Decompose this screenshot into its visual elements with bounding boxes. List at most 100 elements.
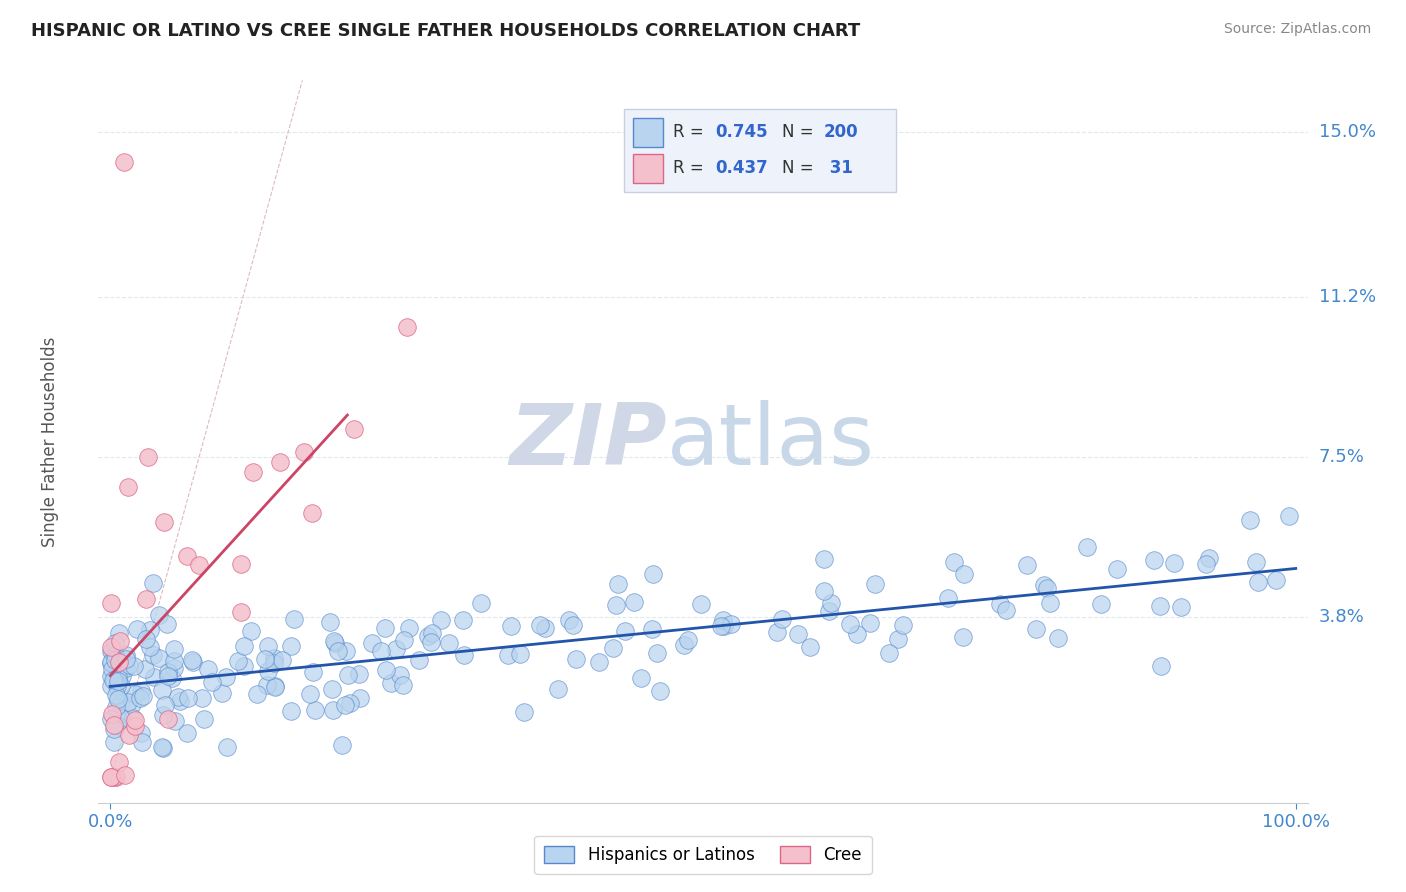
Point [283, 612, 305, 626]
Point [529, 618, 551, 632]
Point [720, 617, 742, 632]
Point [418, 629, 440, 643]
Text: R =: R = [672, 123, 709, 141]
Point [301, 665, 323, 680]
Point [630, 671, 652, 685]
Point [766, 624, 789, 639]
Point [108, 634, 131, 648]
Point [100, 640, 122, 654]
Point [799, 640, 821, 654]
Point [124, 714, 146, 728]
Point [711, 613, 734, 627]
Point [301, 506, 323, 520]
Point [333, 698, 356, 712]
Point [645, 646, 668, 660]
Point [117, 695, 139, 709]
Point [104, 653, 127, 667]
Point [1163, 556, 1185, 570]
Point [256, 678, 278, 692]
Point [121, 697, 143, 711]
Point [101, 707, 124, 722]
Point [129, 725, 152, 739]
Point [496, 648, 519, 662]
Point [533, 621, 555, 635]
Point [134, 662, 156, 676]
Point [128, 690, 150, 705]
Point [100, 596, 122, 610]
Legend: Hispanics or Latinos, Cree: Hispanics or Latinos, Cree [534, 836, 872, 874]
Point [865, 577, 887, 591]
Point [453, 648, 475, 663]
Point [588, 655, 610, 669]
Point [1046, 631, 1069, 645]
Point [419, 635, 441, 649]
Point [105, 679, 128, 693]
Point [787, 627, 810, 641]
Point [558, 613, 581, 627]
Point [641, 622, 664, 636]
Point [323, 635, 346, 649]
Point [100, 645, 122, 659]
Point [562, 618, 585, 632]
Point [547, 682, 569, 697]
Point [1149, 599, 1171, 613]
Point [136, 450, 159, 464]
Point [1198, 550, 1220, 565]
Point [200, 675, 222, 690]
Point [1090, 597, 1112, 611]
Point [512, 705, 534, 719]
Point [264, 680, 287, 694]
Point [138, 623, 160, 637]
Point [114, 648, 136, 662]
Point [156, 665, 179, 679]
Point [408, 653, 430, 667]
Text: R =: R = [672, 160, 709, 178]
Point [129, 684, 152, 698]
Text: atlas: atlas [666, 400, 875, 483]
Text: HISPANIC OR LATINO VS CREE SINGLE FATHER HOUSEHOLDS CORRELATION CHART: HISPANIC OR LATINO VS CREE SINGLE FATHER… [31, 22, 860, 40]
Point [100, 679, 122, 693]
Point [710, 619, 733, 633]
Point [118, 729, 141, 743]
Point [104, 688, 127, 702]
Point [191, 691, 214, 706]
Point [943, 555, 966, 569]
Point [167, 690, 190, 705]
Point [103, 636, 125, 650]
Point [813, 583, 835, 598]
Point [770, 612, 793, 626]
Point [394, 633, 416, 648]
Point [105, 718, 128, 732]
Point [138, 640, 160, 654]
Point [176, 726, 198, 740]
Point [103, 718, 125, 732]
Point [125, 622, 148, 636]
Point [713, 619, 735, 633]
Point [347, 667, 370, 681]
Point [165, 714, 187, 729]
Point [335, 644, 357, 658]
Point [818, 604, 841, 618]
Point [105, 710, 128, 724]
Point [319, 615, 342, 630]
Point [1025, 622, 1047, 636]
Point [107, 625, 129, 640]
Text: ZIP: ZIP [509, 400, 666, 483]
Point [114, 768, 136, 782]
Point [215, 739, 238, 754]
Point [1076, 540, 1098, 554]
Point [183, 655, 205, 669]
Point [115, 652, 138, 666]
Point [122, 711, 145, 725]
Text: 11.2%: 11.2% [1319, 287, 1376, 306]
Point [131, 734, 153, 748]
Point [157, 712, 180, 726]
Point [114, 155, 136, 169]
Point [162, 653, 184, 667]
Point [107, 692, 129, 706]
Point [169, 694, 191, 708]
Point [398, 621, 420, 635]
Point [104, 700, 127, 714]
Point [101, 662, 124, 676]
Point [370, 643, 392, 657]
